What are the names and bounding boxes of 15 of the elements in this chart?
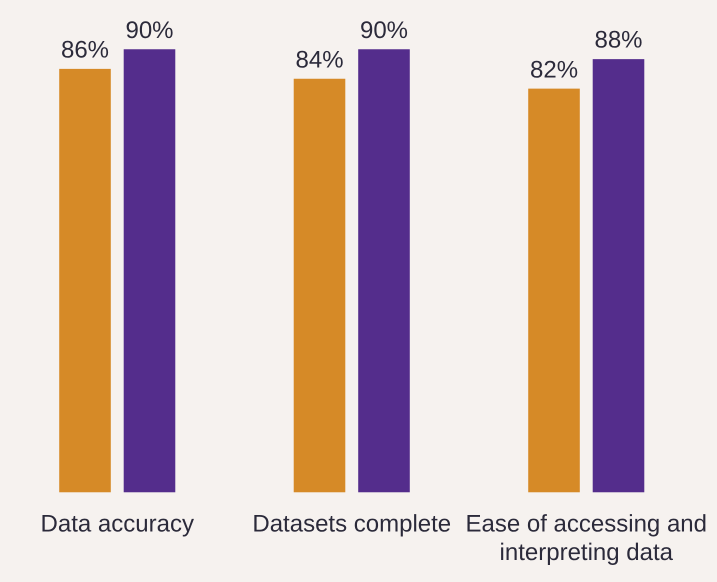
bar (528, 88, 580, 492)
bar (124, 49, 176, 492)
bar (59, 68, 111, 492)
data-label: 88% (594, 26, 643, 54)
x-tick-label: Data accuracy (40, 510, 194, 538)
bar (358, 49, 410, 492)
data-label: 82% (530, 56, 578, 84)
data-label: 90% (125, 16, 174, 44)
bar (294, 78, 346, 492)
data-label: 84% (295, 46, 344, 74)
data-label: 86% (60, 36, 110, 64)
data-label: 90% (360, 16, 408, 44)
bar (592, 59, 644, 492)
x-tick-label: Ease of accessing and interpreting data (466, 510, 708, 566)
x-tick-label: Datasets complete (252, 510, 452, 538)
